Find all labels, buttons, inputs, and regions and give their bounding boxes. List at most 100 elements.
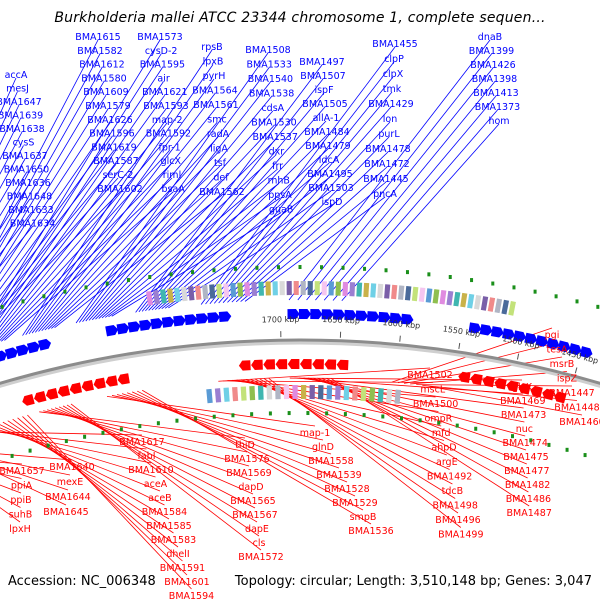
- forward-gene-label[interactable]: BMA1579: [85, 101, 130, 112]
- forward-gene-label[interactable]: purL: [378, 129, 400, 140]
- reverse-gene-label[interactable]: BMA1601: [164, 577, 209, 588]
- forward-gene-label[interactable]: dnaB: [478, 32, 502, 43]
- forward-gene-label[interactable]: accA: [5, 70, 28, 81]
- forward-gene-label[interactable]: BMA1540: [248, 74, 293, 85]
- reverse-gene-label[interactable]: dhelI: [166, 549, 189, 560]
- forward-gene-label[interactable]: BMA1609: [83, 87, 128, 98]
- reverse-gene-label[interactable]: BMA1567: [232, 510, 277, 521]
- reverse-gene-label[interactable]: dapE: [245, 524, 269, 535]
- reverse-gene-label[interactable]: BMA1496: [435, 515, 480, 526]
- reverse-gene-label[interactable]: mfd: [432, 428, 451, 439]
- reverse-gene-label[interactable]: BMA1657: [0, 466, 45, 477]
- reverse-gene-label[interactable]: BMA1477: [504, 466, 549, 477]
- forward-gene-label[interactable]: BMA1650: [4, 165, 49, 176]
- forward-gene-label[interactable]: BMA1561: [193, 100, 238, 111]
- forward-gene-label[interactable]: tmk: [383, 84, 402, 95]
- forward-gene-label[interactable]: clpX: [383, 69, 404, 80]
- reverse-gene-label[interactable]: BMA1499: [438, 530, 483, 541]
- reverse-gene-label[interactable]: ompR: [425, 414, 453, 425]
- reverse-gene-label[interactable]: BMA1473: [501, 410, 546, 421]
- reverse-gene-label[interactable]: BMA1585: [146, 521, 191, 532]
- reverse-gene-label[interactable]: BMA1448: [554, 403, 599, 414]
- forward-gene-label[interactable]: BMA1562: [199, 187, 244, 198]
- forward-gene-label[interactable]: BMA1596: [89, 129, 134, 140]
- forward-gene-label[interactable]: dxr: [269, 147, 285, 158]
- reverse-gene-label[interactable]: BMA1498: [433, 501, 478, 512]
- forward-gene-label[interactable]: allA-1: [313, 113, 340, 124]
- reverse-gene-label[interactable]: BMA1576: [224, 454, 269, 465]
- forward-gene-label[interactable]: BMA1619: [91, 142, 136, 153]
- forward-gene-label[interactable]: BMA1478: [365, 144, 410, 155]
- reverse-gene-label[interactable]: BMA1492: [427, 472, 472, 483]
- forward-gene-label[interactable]: BMA1595: [140, 60, 185, 71]
- forward-gene-label[interactable]: BMA1582: [77, 46, 122, 57]
- forward-gene-label[interactable]: ppsA: [268, 190, 292, 201]
- forward-gene-label[interactable]: BMA1647: [0, 97, 42, 108]
- reverse-gene-label[interactable]: aceB: [148, 493, 171, 504]
- forward-gene-label[interactable]: BMA1398: [472, 74, 517, 85]
- forward-gene-label[interactable]: BMA1592: [146, 129, 191, 140]
- reverse-gene-label[interactable]: BMA1539: [316, 470, 361, 481]
- forward-gene-label[interactable]: ldcA: [319, 155, 340, 166]
- reverse-gene-label[interactable]: BMA1583: [151, 535, 196, 546]
- forward-gene-label[interactable]: BMA1538: [249, 89, 294, 100]
- forward-gene-label[interactable]: BMA1564: [192, 86, 237, 97]
- forward-gene-label[interactable]: BMA1602: [97, 184, 142, 195]
- reverse-gene-label[interactable]: ispZ: [557, 374, 578, 385]
- forward-gene-label[interactable]: hom: [488, 116, 509, 127]
- reverse-gene-label[interactable]: BMA1486: [506, 494, 551, 505]
- forward-gene-label[interactable]: BMA1626: [87, 115, 132, 126]
- forward-gene-label[interactable]: BMA1615: [75, 32, 120, 43]
- forward-gene-label[interactable]: BMA1593: [143, 101, 188, 112]
- reverse-gene-label[interactable]: BMA1502: [407, 370, 452, 381]
- reverse-gene-label[interactable]: BMA1500: [413, 399, 458, 410]
- forward-gene-label[interactable]: BMA1484: [304, 127, 349, 138]
- forward-gene-label[interactable]: BMA1634: [10, 219, 55, 230]
- forward-gene-label[interactable]: lpxB: [203, 57, 224, 68]
- reverse-gene-label[interactable]: BMA1591: [160, 563, 205, 574]
- reverse-gene-label[interactable]: msrB: [550, 359, 575, 370]
- forward-gene-label[interactable]: pncA: [373, 189, 397, 200]
- reverse-gene-label[interactable]: BMA1640: [49, 462, 94, 473]
- reverse-gene-label[interactable]: BMA1565: [230, 496, 275, 507]
- reverse-gene-label[interactable]: smpB: [350, 512, 377, 523]
- forward-gene-label[interactable]: BMA1636: [5, 178, 50, 189]
- reverse-gene-label[interactable]: BMA1529: [332, 498, 377, 509]
- reverse-gene-label[interactable]: nuc: [516, 424, 533, 435]
- forward-gene-label[interactable]: BMA1587: [93, 156, 138, 167]
- reverse-gene-label[interactable]: map-1: [300, 428, 331, 439]
- reverse-gene-label[interactable]: BMA1528: [324, 484, 369, 495]
- forward-gene-label[interactable]: BMA1455: [372, 39, 417, 50]
- forward-gene-label[interactable]: cysD-2: [145, 46, 178, 57]
- reverse-gene-label[interactable]: thiD: [235, 440, 255, 451]
- forward-gene-label[interactable]: BMA1429: [368, 99, 413, 110]
- forward-gene-label[interactable]: ispF: [314, 85, 333, 96]
- forward-gene-label[interactable]: frr: [272, 161, 283, 172]
- forward-gene-label[interactable]: BMA1533: [247, 60, 292, 71]
- reverse-gene-label[interactable]: BMA1569: [226, 468, 271, 479]
- reverse-gene-label[interactable]: fabI: [138, 451, 156, 462]
- reverse-gene-label[interactable]: ahpD: [431, 443, 456, 454]
- reverse-gene-label[interactable]: BMA1594: [169, 591, 214, 600]
- reverse-gene-label[interactable]: BMA1460: [559, 417, 600, 428]
- forward-gene-label[interactable]: BMA1399: [469, 46, 514, 57]
- forward-gene-label[interactable]: BMA1413: [473, 88, 518, 99]
- reverse-gene-label[interactable]: BMA1487: [507, 508, 552, 519]
- reverse-gene-label[interactable]: pgi: [545, 330, 560, 341]
- forward-gene-label[interactable]: BMA1505: [302, 99, 347, 110]
- reverse-gene-label[interactable]: ppiA: [11, 481, 33, 492]
- forward-gene-label[interactable]: BMA1472: [364, 159, 409, 170]
- reverse-gene-label[interactable]: BMA1572: [238, 552, 283, 563]
- forward-gene-label[interactable]: rpsB: [201, 42, 222, 53]
- forward-gene-label[interactable]: BMA1573: [137, 32, 182, 43]
- forward-gene-label[interactable]: BMA1445: [363, 174, 408, 185]
- forward-gene-label[interactable]: BMA1503: [308, 183, 353, 194]
- forward-gene-label[interactable]: BMA1637: [2, 151, 47, 162]
- forward-gene-label[interactable]: BMA1612: [79, 60, 124, 71]
- forward-gene-label[interactable]: mesJ: [6, 84, 29, 95]
- forward-gene-label[interactable]: cdsA: [261, 103, 284, 114]
- reverse-gene-label[interactable]: BMA1475: [503, 452, 548, 463]
- forward-gene-label[interactable]: smc: [207, 115, 226, 126]
- forward-gene-label[interactable]: BMA1648: [7, 192, 52, 203]
- forward-gene-label[interactable]: BMA1621: [142, 87, 187, 98]
